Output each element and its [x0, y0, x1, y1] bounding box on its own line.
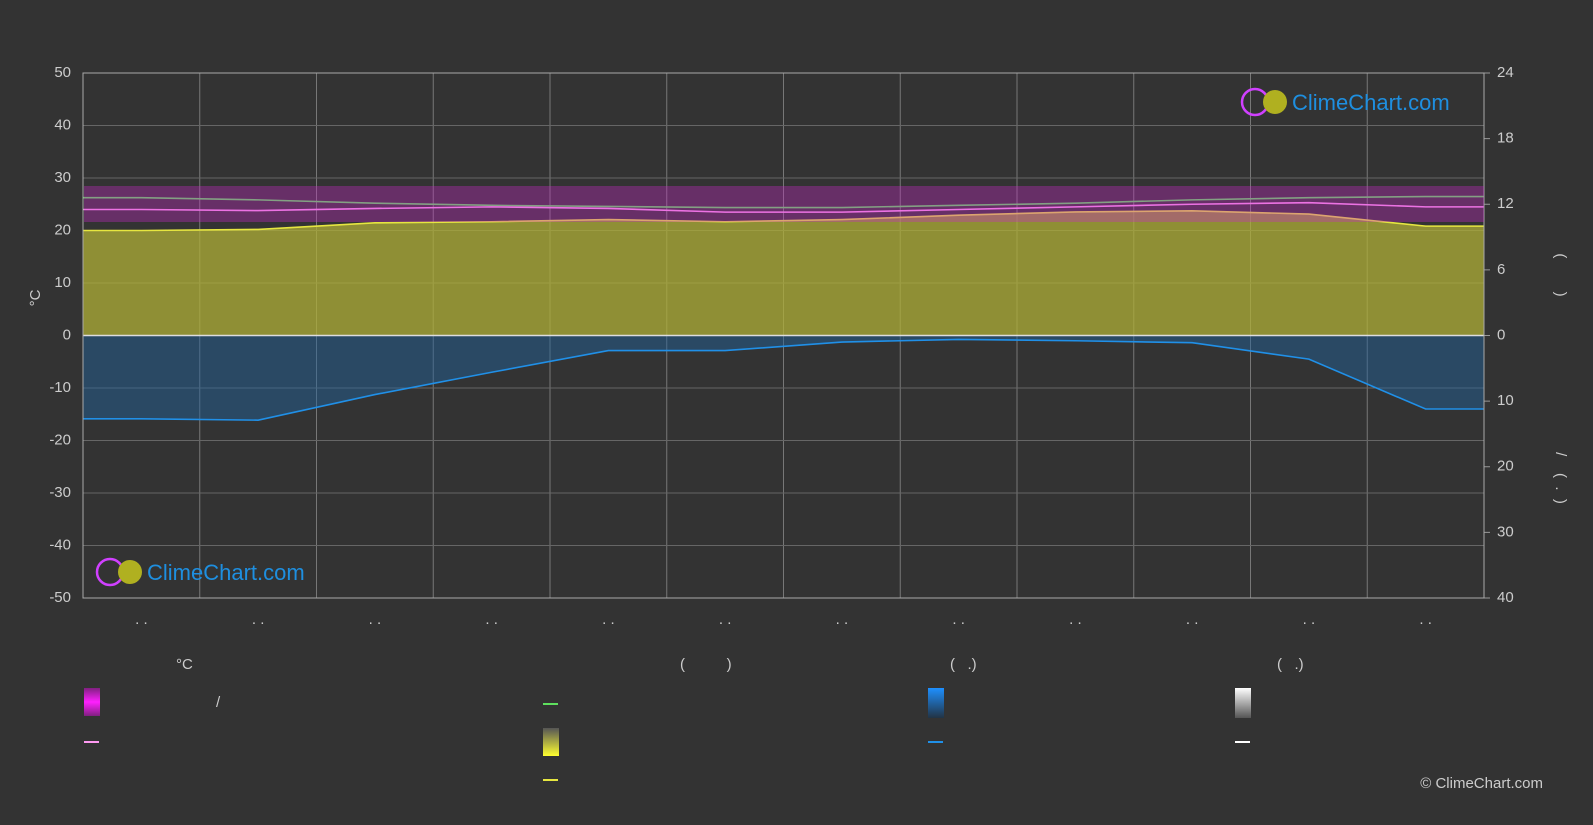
y3-tick-label: 10 — [1497, 392, 1514, 409]
legend-swatch — [928, 688, 944, 718]
series-line — [83, 338, 1484, 421]
y-tick-label: 10 — [54, 274, 71, 291]
legend-heading: °C — [176, 656, 193, 673]
watermark: ClimeChart.com — [147, 560, 305, 585]
y2-tick-label: 12 — [1497, 195, 1514, 212]
y-tick-label: -50 — [49, 589, 71, 606]
series-line — [83, 210, 1484, 232]
y-tick-label: 20 — [54, 221, 71, 238]
x-tick-label: . . — [135, 611, 148, 628]
temperature-band — [84, 186, 1484, 222]
plot-border — [82, 72, 1485, 599]
x-tick-label: . . — [369, 611, 382, 628]
x-tick-label: . . — [252, 611, 265, 628]
legend-text: / — [216, 694, 221, 711]
legend-swatch — [84, 688, 100, 716]
y-tick-label: -20 — [49, 431, 71, 448]
series-line — [83, 201, 1484, 213]
y-tick-label: -30 — [49, 484, 71, 501]
x-tick-label: . . — [719, 611, 732, 628]
series-area — [83, 210, 1484, 336]
y-axis-label: °C — [27, 289, 44, 306]
x-tick-label: . . — [1186, 611, 1199, 628]
watermark: ClimeChart.com — [1292, 90, 1450, 115]
x-tick-label: . . — [1069, 611, 1082, 628]
y2-tick-label: 6 — [1497, 261, 1505, 278]
legend-heading: ( .) — [1277, 656, 1304, 673]
y-tick-label: 40 — [54, 116, 71, 133]
series-line — [83, 195, 1484, 209]
y2-tick-label: 0 — [1497, 326, 1505, 343]
legend-heading: ( .) — [950, 656, 977, 673]
legend-swatch — [543, 728, 559, 756]
y-tick-label: -40 — [49, 536, 71, 553]
x-tick-label: . . — [1303, 611, 1316, 628]
y2-axis-label: ( ) — [1552, 253, 1569, 296]
y-tick-label: -10 — [49, 379, 71, 396]
legend-swatch — [1235, 688, 1251, 718]
y3-axis-label: / ( . ) — [1552, 452, 1569, 504]
y3-tick-label: 20 — [1497, 458, 1514, 475]
logo: ClimeChart.com — [1240, 87, 1450, 117]
plot-area: -50 -40 -30 -20 -10 0 10 20 30 40 50 0 6 12 18 24 10 20 30… — [49, 64, 1513, 628]
y3-tick-label: 30 — [1497, 523, 1514, 540]
y2-tick-label: 24 — [1497, 64, 1514, 81]
y-tick-label: 30 — [54, 169, 71, 186]
series-area — [83, 335, 1484, 421]
x-tick-label: . . — [1419, 611, 1432, 628]
x-tick-label: . . — [485, 611, 498, 628]
y2-tick-label: 18 — [1497, 130, 1514, 147]
y-tick-label: 50 — [54, 64, 71, 81]
x-tick-label: . . — [602, 611, 615, 628]
x-tick-label: . . — [952, 611, 965, 628]
legend-heading: ( ) — [680, 656, 732, 673]
y-tick-label: 0 — [63, 326, 71, 343]
copyright: © ClimeChart.com — [1420, 775, 1543, 792]
logo: ClimeChart.com — [95, 557, 305, 587]
x-tick-label: . . — [836, 611, 849, 628]
y3-tick-label: 40 — [1497, 589, 1514, 606]
